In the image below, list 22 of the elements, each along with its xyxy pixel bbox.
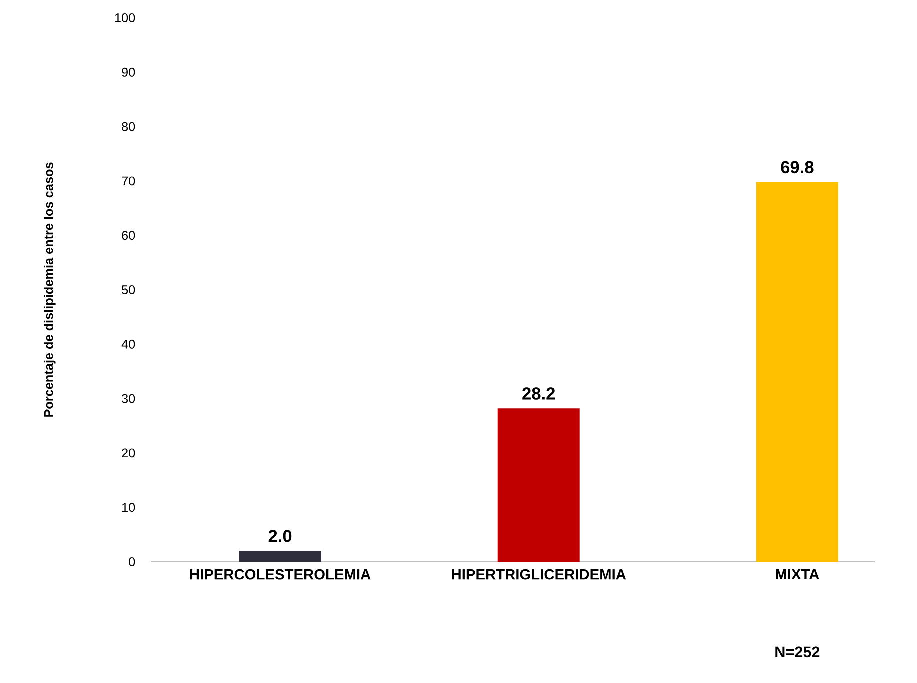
y-tick-label: 90 <box>122 68 136 77</box>
text: N=252 <box>776 646 820 658</box>
y-tick-label: 80 <box>122 122 136 132</box>
y-tick-label: 0 <box>129 558 136 566</box>
y-tick-label: 60 <box>122 231 136 240</box>
y-tick-label: 50 <box>122 286 136 294</box>
x-tick-label: HIPERCOLESTEROLEMIA <box>190 569 371 580</box>
data-label: 69.8 <box>781 161 814 174</box>
y-tick-label: 30 <box>122 394 136 404</box>
y-tick-label: 100 <box>115 14 136 22</box>
bar <box>498 408 580 562</box>
x-tick-label: MIXTA <box>776 569 820 580</box>
data-label: 2.0 <box>268 530 292 542</box>
y-tick-label: 70 <box>122 176 136 186</box>
data-label: 28.2 <box>522 388 556 400</box>
bar <box>239 551 322 562</box>
y-tick-label: 40 <box>122 340 136 349</box>
x-tick-label: HIPERTRIGLICERIDEMIA <box>452 569 626 580</box>
y-axis-title: Porcentaje de dislipidemia entre los casos <box>44 162 56 417</box>
bar <box>756 182 838 562</box>
y-tick-label: 10 <box>122 503 136 512</box>
y-tick-label: 20 <box>122 448 136 458</box>
